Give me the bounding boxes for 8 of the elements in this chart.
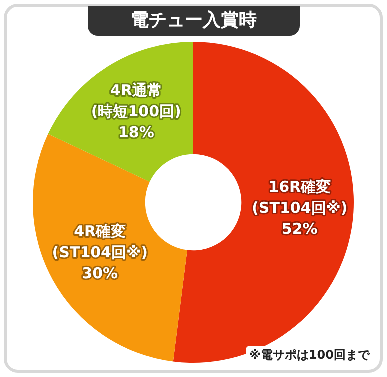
slice-label: 4R通常 (時短100回) [91,81,182,120]
chart-title: 電チュー入賞時 [88,6,300,36]
data-label: 52% [282,220,318,238]
data-label: 30% [82,264,118,283]
data-label: 18% [118,123,154,142]
slice-label: 16R確変 (ST104回※) [252,178,348,218]
text: ※電サポは100回まで [246,346,373,365]
slice-label: 4R確変 (ST104回※) [52,222,148,262]
